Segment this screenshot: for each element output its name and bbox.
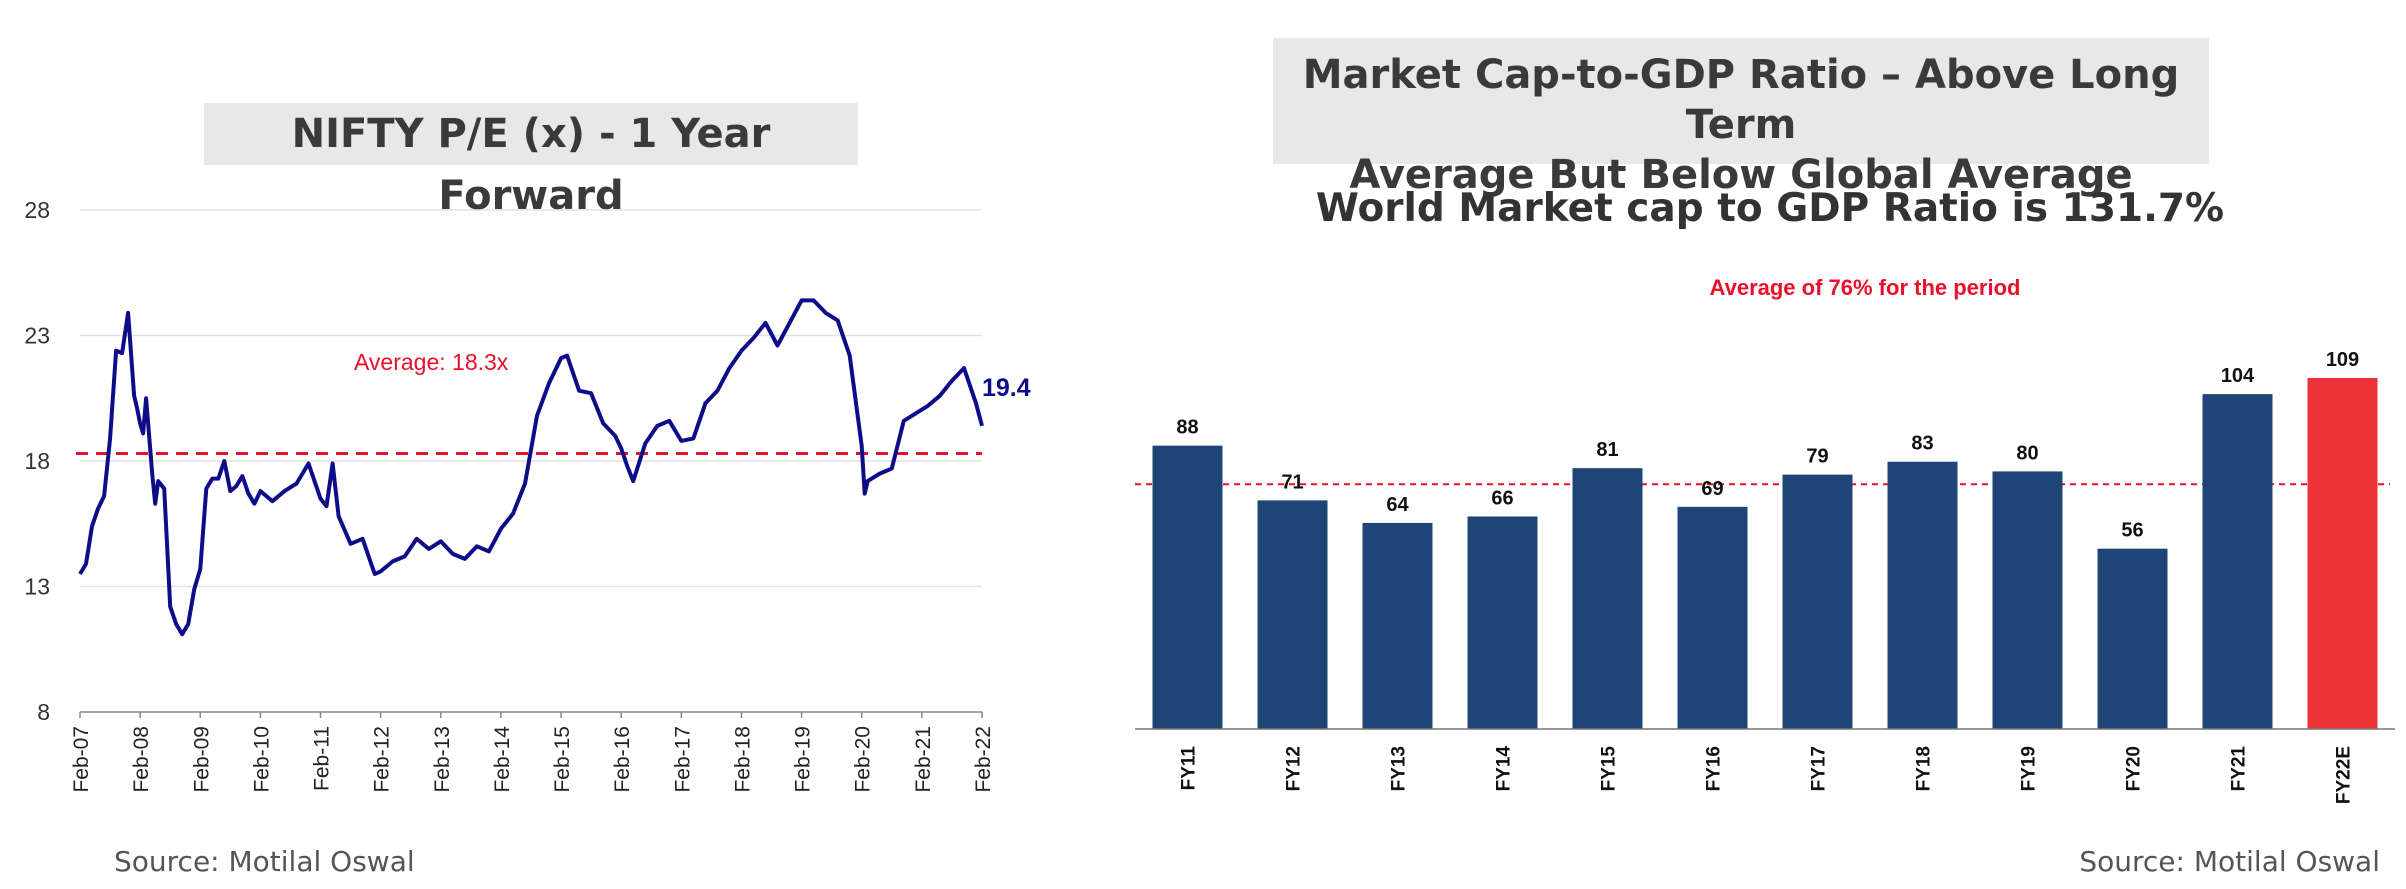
average-label: Average: 18.3x (354, 349, 509, 375)
bar (2202, 394, 2273, 729)
category-label: FY14 (1494, 746, 1515, 792)
bar (1887, 461, 1958, 729)
x-tick-label: Feb-08 (130, 726, 153, 793)
x-tick-label: Feb-20 (852, 726, 875, 793)
right-title-line1: Market Cap-to-GDP Ratio – Above Long Ter… (1302, 52, 2180, 148)
bar-value-label: 80 (2016, 442, 2038, 464)
bar-value-label: 104 (2221, 365, 2255, 387)
bar-value-label: 79 (1806, 446, 1828, 468)
right-chart-title: Market Cap-to-GDP Ratio – Above Long Ter… (1273, 38, 2209, 198)
y-tick-label: 8 (37, 699, 50, 725)
bar (1782, 474, 1853, 729)
category-label: FY21 (2229, 746, 2250, 792)
x-tick-label: Feb-14 (491, 726, 514, 793)
bar-value-label: 88 (1176, 417, 1198, 439)
bar (1152, 445, 1223, 729)
y-tick-label: 23 (24, 323, 50, 349)
pe-series-line (78, 298, 984, 637)
x-tick-label: Feb-19 (792, 726, 815, 793)
x-tick-label: Feb-15 (551, 726, 574, 793)
x-tick-label: Feb-21 (912, 726, 935, 793)
bar (2307, 378, 2378, 729)
category-label: FY17 (1809, 746, 1830, 791)
end-value-label: 19.4 (982, 374, 1031, 402)
x-tick-label: Feb-12 (371, 726, 394, 793)
x-tick-label: Feb-07 (70, 726, 93, 793)
x-tick-label: Feb-17 (671, 726, 694, 793)
x-tick-label: Feb-16 (611, 726, 634, 793)
category-label: FY22E (2334, 746, 2355, 804)
x-tick-label: Feb-09 (190, 726, 213, 793)
category-label: FY12 (1284, 746, 1305, 791)
bar-value-label: 56 (2121, 520, 2143, 542)
bar (1257, 500, 1328, 729)
bar (1992, 471, 2063, 729)
x-tick-label: Feb-11 (311, 726, 334, 791)
x-tick-label: Feb-13 (431, 726, 454, 793)
bar (1362, 522, 1433, 729)
bar (1572, 468, 1643, 729)
y-tick-label: 28 (24, 197, 50, 223)
bar (1467, 516, 1538, 729)
category-label: FY11 (1179, 746, 1200, 791)
bar-value-label: 83 (1911, 433, 1933, 455)
x-tick-label: Feb-22 (972, 726, 995, 793)
category-label: FY20 (2124, 746, 2145, 791)
left-source: Source: Motilal Oswal (114, 845, 415, 878)
x-tick-label: Feb-18 (731, 726, 754, 793)
category-label: FY16 (1704, 746, 1725, 791)
bar-value-label: 66 (1491, 487, 1513, 509)
y-tick-label: 18 (24, 448, 50, 474)
category-label: FY13 (1389, 746, 1410, 791)
bar-value-label: 69 (1701, 478, 1723, 500)
average-label: Average of 76% for the period (1710, 275, 2021, 300)
bar-value-label: 109 (2326, 349, 2359, 371)
bar (1677, 506, 1748, 729)
left-chart-title: NIFTY P/E (x) - 1 Year Forward (204, 103, 858, 219)
category-label: FY18 (1914, 746, 1935, 791)
right-chart-subtitle: World Market cap to GDP Ratio is 131.7% (1315, 186, 2225, 231)
x-tick-label: Feb-10 (250, 726, 273, 793)
right-source: Source: Motilal Oswal (2079, 845, 2380, 878)
bar-value-label: 64 (1386, 494, 1409, 516)
right-title-line2: Average But Below Global Average (1349, 152, 2133, 198)
category-label: FY19 (2019, 746, 2040, 791)
bar-value-label: 81 (1596, 439, 1618, 461)
bar-value-label: 71 (1281, 471, 1303, 493)
category-label: FY15 (1599, 746, 1620, 792)
bar (2097, 548, 2168, 729)
y-tick-label: 13 (24, 574, 50, 600)
